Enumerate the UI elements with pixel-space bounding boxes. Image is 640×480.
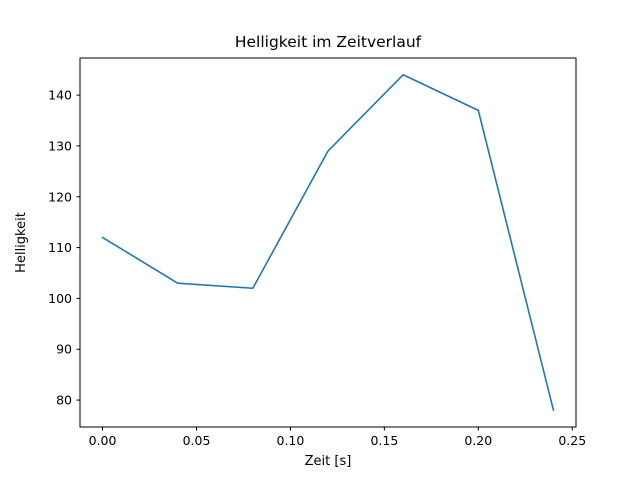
plot-area bbox=[79, 57, 577, 428]
y-axis-label: Helligkeit bbox=[14, 212, 29, 273]
y-tick-label: 90 bbox=[56, 342, 72, 357]
data-line bbox=[101, 73, 555, 412]
x-tick-label: 0.05 bbox=[183, 433, 211, 448]
y-tick-label: 80 bbox=[56, 393, 72, 408]
y-tick-label: 130 bbox=[48, 138, 72, 153]
x-tick-label: 0.20 bbox=[464, 433, 492, 448]
x-tick-label: 0.10 bbox=[277, 433, 305, 448]
chart-title: Helligkeit im Zeitverlauf bbox=[235, 33, 422, 51]
x-axis-label: Zeit [s] bbox=[305, 454, 352, 469]
y-tick-label: 140 bbox=[48, 88, 72, 103]
x-tick-label: 0.15 bbox=[370, 433, 398, 448]
y-tick-label: 120 bbox=[48, 189, 72, 204]
y-tick-label: 100 bbox=[48, 291, 72, 306]
y-tick-label: 110 bbox=[48, 240, 72, 255]
x-tick-label: 0.25 bbox=[558, 433, 586, 448]
x-tick-label: 0.00 bbox=[89, 433, 117, 448]
